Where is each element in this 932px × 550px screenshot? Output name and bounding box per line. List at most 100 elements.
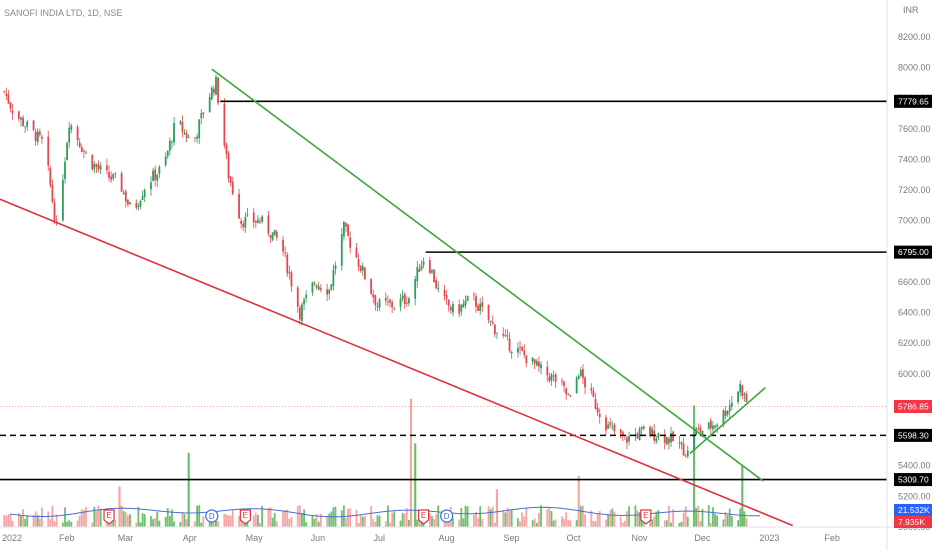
candle-body: [158, 166, 161, 174]
candle: [303, 297, 305, 310]
earnings-icon[interactable]: [239, 509, 251, 525]
volume-spike-bar: [187, 452, 190, 527]
earnings-icon[interactable]: [640, 509, 652, 525]
candle: [181, 115, 184, 138]
candle: [252, 207, 255, 229]
candle: [376, 302, 379, 312]
volume-bar: [36, 515, 39, 527]
volume-bar: [150, 516, 152, 527]
volume-bar: [273, 512, 276, 527]
candle: [634, 427, 637, 442]
candle: [590, 383, 593, 395]
volume-bar: [387, 505, 389, 527]
candle-body: [137, 206, 140, 207]
candle: [408, 296, 410, 307]
candle-body: [489, 320, 492, 323]
event-marker-earnings[interactable]: E: [239, 509, 251, 525]
candle-body: [229, 176, 232, 183]
dividend-icon[interactable]: [440, 509, 454, 523]
earnings-icon[interactable]: [417, 509, 430, 525]
volume-bar: [114, 519, 117, 527]
candle: [563, 380, 565, 393]
volume-bar: [709, 522, 712, 527]
candle: [506, 328, 509, 341]
candle-body: [202, 112, 205, 114]
candle: [82, 148, 85, 159]
candle: [301, 302, 303, 326]
candle: [481, 296, 484, 313]
volume-bar: [611, 508, 614, 527]
earnings-icon[interactable]: [103, 509, 115, 525]
candle-body: [34, 131, 37, 142]
x-tick-label: Sep: [504, 533, 520, 543]
candle: [254, 219, 257, 228]
x-tick-label: Aug: [439, 533, 455, 543]
volume-bar: [313, 518, 316, 527]
volume-bar: [223, 513, 226, 527]
candle-body: [466, 295, 469, 301]
candle: [372, 289, 375, 304]
volume-bar: [695, 507, 698, 527]
candle-body: [712, 425, 714, 430]
candle-body: [99, 165, 102, 170]
candle-body: [613, 424, 616, 432]
candle-body: [374, 295, 377, 306]
volume-bar: [200, 522, 203, 527]
event-marker-earnings[interactable]: E: [417, 509, 430, 525]
volume-bar: [724, 511, 727, 527]
candle-body: [179, 121, 182, 124]
event-marker-earnings[interactable]: E: [640, 509, 652, 525]
event-marker-dividend[interactable]: D: [440, 509, 454, 523]
volume-bar: [370, 505, 373, 527]
volume-bar: [491, 506, 494, 527]
volume-bar: [649, 520, 651, 527]
candle: [110, 171, 113, 184]
volume-bar: [185, 519, 188, 527]
dividend-icon[interactable]: [205, 509, 219, 523]
candle: [548, 372, 551, 383]
volume-bar: [623, 520, 626, 527]
volume-bar: [613, 511, 616, 527]
candle-body: [575, 377, 578, 393]
candle: [168, 137, 171, 156]
event-marker-earnings[interactable]: E: [103, 509, 115, 525]
candle-body: [200, 113, 203, 119]
candle-body: [26, 121, 29, 127]
candle: [418, 263, 421, 273]
volume-bar: [173, 521, 175, 527]
candle: [565, 387, 568, 400]
candle: [349, 231, 352, 254]
candle: [345, 222, 347, 232]
volume-bar: [665, 520, 668, 527]
event-marker-label: D: [444, 512, 450, 521]
candle-body: [345, 222, 347, 227]
candle-body: [227, 152, 230, 179]
candle: [231, 176, 234, 196]
candle-body: [521, 347, 524, 351]
trendline-breakout-support[interactable]: [689, 387, 766, 455]
x-tick-label: May: [246, 533, 264, 543]
candle-body: [290, 272, 293, 287]
volume-bar: [640, 517, 643, 527]
candle: [605, 414, 607, 435]
trendline-descending-resistance[interactable]: [211, 68, 764, 482]
candle-body: [196, 136, 199, 139]
candle-body: [143, 189, 146, 198]
drawing-lines[interactable]: [0, 68, 887, 527]
trendline-descending-support[interactable]: [0, 193, 793, 527]
candle: [449, 304, 452, 314]
candle-body: [363, 267, 366, 280]
volume-bar: [401, 512, 404, 527]
volume-bar: [607, 514, 610, 527]
volume-bar: [254, 512, 257, 527]
candle-body: [349, 237, 352, 248]
volume-bar: [548, 507, 551, 527]
event-marker-dividend[interactable]: D: [205, 509, 219, 523]
candle-body: [422, 261, 425, 265]
candle-body: [697, 428, 700, 429]
candle-body: [506, 335, 509, 337]
volume-bar: [85, 507, 87, 527]
candle: [62, 173, 64, 223]
